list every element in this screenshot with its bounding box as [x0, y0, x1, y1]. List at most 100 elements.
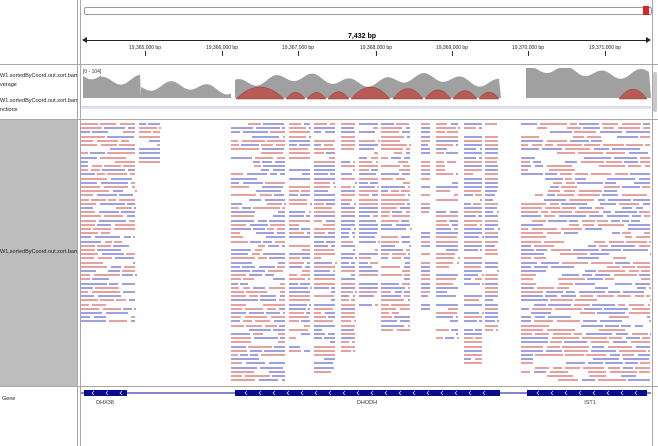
aligned-read[interactable]: [464, 274, 478, 277]
aligned-read[interactable]: [545, 177, 563, 180]
aligned-read[interactable]: [485, 312, 498, 314]
aligned-read[interactable]: [231, 186, 249, 188]
aligned-read[interactable]: [289, 194, 298, 197]
aligned-read[interactable]: [95, 236, 120, 239]
aligned-read[interactable]: [408, 253, 410, 256]
aligned-read[interactable]: [328, 316, 335, 319]
aligned-read[interactable]: [608, 291, 620, 293]
aligned-read[interactable]: [629, 312, 650, 314]
aligned-read[interactable]: [231, 223, 246, 226]
aligned-read[interactable]: [81, 177, 107, 180]
aligned-read[interactable]: [557, 144, 582, 146]
aligned-read[interactable]: [521, 295, 543, 298]
aligned-read[interactable]: [289, 219, 310, 222]
aligned-read[interactable]: [578, 194, 600, 197]
aligned-read[interactable]: [289, 186, 310, 188]
aligned-read[interactable]: [464, 295, 482, 298]
aligned-read[interactable]: [98, 257, 112, 260]
aligned-read[interactable]: [436, 265, 449, 268]
aligned-read[interactable]: [485, 173, 498, 176]
aligned-read[interactable]: [231, 337, 251, 340]
aligned-read[interactable]: [242, 265, 255, 268]
aligned-read[interactable]: [359, 139, 375, 142]
aligned-read[interactable]: [326, 240, 335, 243]
aligned-read[interactable]: [542, 148, 562, 151]
aligned-read[interactable]: [401, 190, 410, 193]
aligned-read[interactable]: [250, 349, 262, 352]
aligned-read[interactable]: [521, 257, 531, 260]
aligned-read[interactable]: [485, 320, 495, 323]
aligned-read[interactable]: [448, 307, 458, 310]
aligned-read[interactable]: [618, 303, 625, 306]
aligned-read[interactable]: [521, 148, 539, 151]
aligned-read[interactable]: [300, 194, 310, 197]
aligned-read[interactable]: [242, 139, 265, 142]
aligned-read[interactable]: [406, 211, 410, 214]
aligned-read[interactable]: [351, 274, 355, 277]
aligned-read[interactable]: [639, 244, 650, 247]
aligned-read[interactable]: [464, 337, 473, 340]
aligned-read[interactable]: [606, 160, 622, 163]
aligned-read[interactable]: [480, 148, 482, 151]
aligned-read[interactable]: [626, 131, 650, 134]
aligned-read[interactable]: [436, 123, 447, 125]
aligned-read[interactable]: [153, 131, 160, 134]
aligned-read[interactable]: [485, 144, 498, 146]
aligned-read[interactable]: [381, 186, 405, 188]
aligned-read[interactable]: [464, 219, 482, 222]
aligned-read[interactable]: [278, 341, 285, 344]
aligned-read[interactable]: [97, 173, 105, 176]
aligned-read[interactable]: [521, 349, 543, 352]
aligned-read[interactable]: [521, 207, 542, 209]
aligned-read[interactable]: [403, 181, 410, 184]
aligned-read[interactable]: [631, 219, 640, 222]
aligned-read[interactable]: [406, 127, 410, 130]
aligned-read[interactable]: [645, 165, 650, 167]
aligned-read[interactable]: [421, 144, 428, 146]
aligned-read[interactable]: [496, 328, 498, 331]
aligned-read[interactable]: [421, 186, 430, 188]
aligned-read[interactable]: [436, 236, 457, 239]
aligned-read[interactable]: [341, 139, 355, 142]
aligned-read[interactable]: [81, 127, 102, 130]
aligned-read[interactable]: [546, 349, 562, 352]
aligned-read[interactable]: [359, 274, 378, 277]
aligned-read[interactable]: [547, 328, 575, 331]
aligned-read[interactable]: [540, 123, 567, 125]
aligned-read[interactable]: [314, 324, 335, 327]
aligned-read[interactable]: [464, 148, 476, 151]
aligned-read[interactable]: [314, 236, 335, 239]
aligned-read[interactable]: [557, 194, 574, 197]
aligned-read[interactable]: [129, 219, 135, 222]
aligned-read[interactable]: [97, 194, 117, 197]
aligned-read[interactable]: [535, 194, 543, 197]
aligned-read[interactable]: [352, 341, 355, 344]
aligned-read[interactable]: [621, 375, 636, 377]
aligned-read[interactable]: [314, 328, 322, 331]
aligned-read[interactable]: [341, 232, 349, 235]
aligned-read[interactable]: [553, 366, 562, 369]
aligned-read[interactable]: [622, 232, 631, 235]
aligned-read[interactable]: [231, 265, 240, 268]
aligned-read[interactable]: [314, 169, 335, 172]
aligned-read[interactable]: [535, 165, 543, 167]
aligned-read[interactable]: [301, 274, 310, 277]
aligned-read[interactable]: [421, 291, 430, 293]
gene-track-name[interactable]: Gene: [2, 396, 16, 402]
aligned-read[interactable]: [485, 265, 498, 268]
aligned-read[interactable]: [629, 152, 648, 155]
aligned-read[interactable]: [534, 303, 546, 306]
aligned-read[interactable]: [622, 194, 647, 197]
aligned-read[interactable]: [314, 131, 321, 134]
aligned-read[interactable]: [331, 286, 335, 289]
aligned-read[interactable]: [381, 328, 393, 331]
aligned-read[interactable]: [630, 173, 650, 176]
aligned-read[interactable]: [81, 270, 96, 272]
aligned-read[interactable]: [549, 169, 575, 172]
aligned-read[interactable]: [97, 223, 111, 226]
aligned-read[interactable]: [370, 181, 378, 184]
aligned-read[interactable]: [574, 303, 590, 306]
aligned-read[interactable]: [643, 123, 650, 125]
aligned-read[interactable]: [464, 333, 482, 335]
aligned-read[interactable]: [464, 320, 477, 323]
